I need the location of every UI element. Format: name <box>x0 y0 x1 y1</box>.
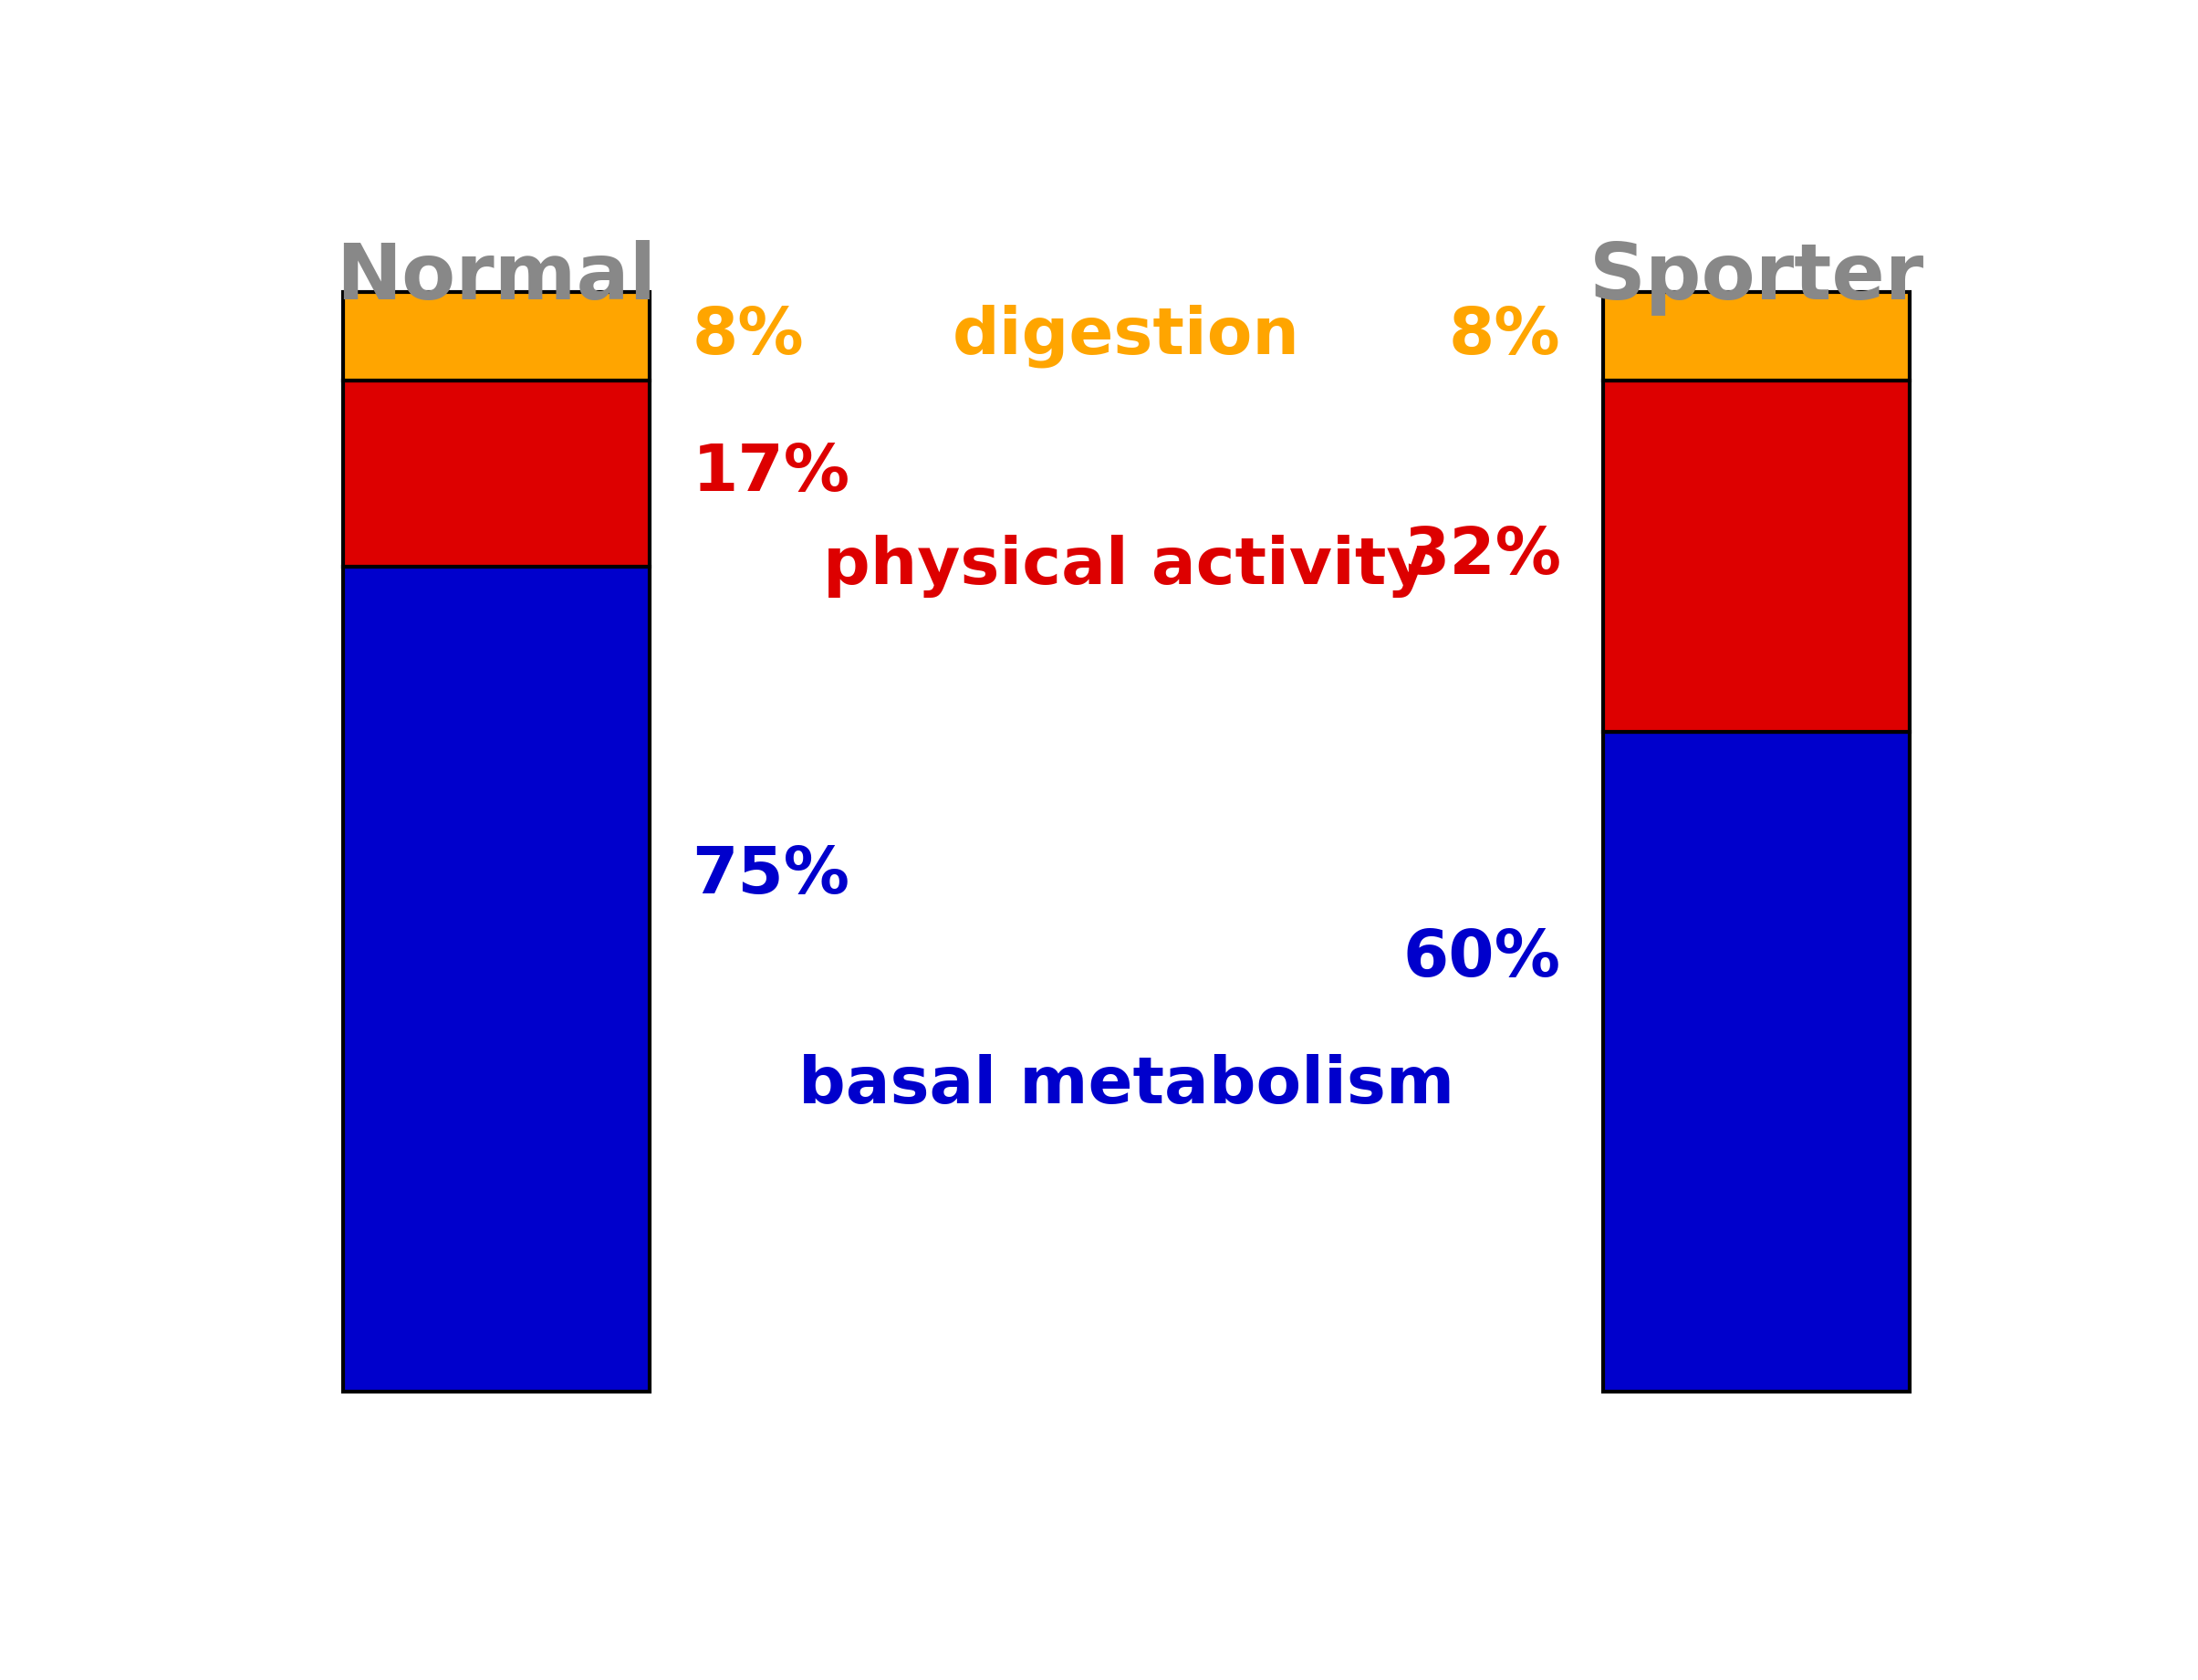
Bar <box>1602 732 1910 1391</box>
Bar <box>343 568 651 1391</box>
Text: Normal: Normal <box>336 240 657 316</box>
Bar <box>343 292 651 380</box>
Bar <box>343 380 651 568</box>
Text: 60%: 60% <box>1402 927 1561 990</box>
Text: basal metabolism: basal metabolism <box>798 1053 1455 1117</box>
Text: 8%: 8% <box>692 304 804 368</box>
Text: 32%: 32% <box>1402 524 1561 588</box>
Text: 8%: 8% <box>1448 304 1561 368</box>
Text: 75%: 75% <box>692 845 851 907</box>
Text: 17%: 17% <box>692 442 851 506</box>
Bar <box>1602 292 1910 380</box>
Text: digestion: digestion <box>952 304 1301 368</box>
Bar <box>1602 380 1910 732</box>
Text: Sporter: Sporter <box>1589 240 1923 316</box>
Text: physical activity: physical activity <box>824 534 1429 598</box>
